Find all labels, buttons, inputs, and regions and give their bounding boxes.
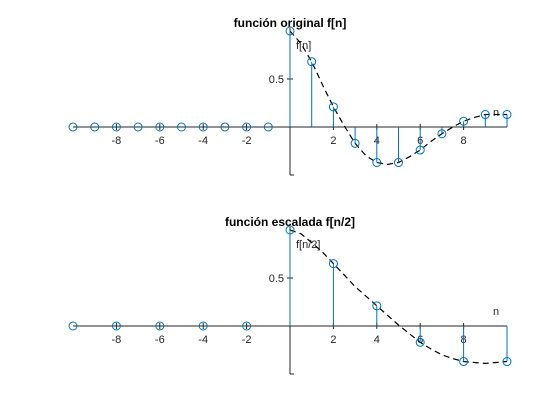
- x-tick-label: -8: [112, 135, 122, 147]
- x-tick-label: -8: [112, 334, 122, 346]
- dashed-envelope-line: [289, 229, 508, 365]
- x-tick-label: -6: [155, 135, 165, 147]
- stem-marker: [242, 321, 252, 331]
- stem-marker: [307, 57, 317, 67]
- stem-marker: [459, 357, 469, 367]
- stem-marker: [220, 122, 230, 132]
- stem-marker: [437, 129, 447, 139]
- stem-marker: [394, 158, 403, 168]
- stem-marker: [415, 145, 425, 155]
- stem-marker: [242, 122, 252, 132]
- y-tick-label: 0.5: [269, 273, 284, 285]
- plot-scaled: función escalada f[n/2] f[n/2] n -8 -6 -4 -…: [68, 215, 512, 375]
- x-tick-label: -2: [242, 135, 252, 147]
- stem-marker: [90, 122, 100, 132]
- stem-marker: [285, 26, 295, 36]
- stem-marker: [177, 122, 186, 132]
- stem-marker: [328, 102, 338, 112]
- chart-title: función escalada f[n/2]: [225, 215, 355, 229]
- stem-marker: [328, 259, 338, 269]
- stem-marker: [68, 122, 78, 132]
- x-axis-label: n: [493, 306, 499, 318]
- x-tick-label: 2: [330, 334, 336, 346]
- stem-marker: [285, 225, 295, 235]
- y-axis-label: f[n/2]: [296, 239, 320, 251]
- stem-marker: [480, 110, 490, 120]
- stem-marker: [372, 301, 382, 311]
- x-tick-label: 8: [461, 135, 467, 147]
- plot-original: función original f[n] f[n] n -8-6-4-2246…: [68, 16, 512, 176]
- x-tick-label: -6: [155, 334, 165, 346]
- stem-marker: [198, 122, 208, 132]
- chart-title: función original f[n]: [234, 16, 347, 30]
- x-tick-label: -4: [198, 334, 208, 346]
- y-tick-label: 0.5: [269, 74, 284, 86]
- stem-marker: [133, 122, 143, 132]
- stem-marker: [68, 321, 78, 331]
- stem-marker: [350, 138, 360, 148]
- x-tick-label: 2: [330, 135, 336, 147]
- stem-marker: [111, 321, 121, 331]
- stem-marker: [459, 116, 469, 126]
- x-tick-label: -2: [242, 334, 252, 346]
- stem-marker: [155, 122, 165, 132]
- stem-marker: [372, 158, 382, 168]
- x-tick-label: -4: [198, 135, 208, 147]
- stem-marker: [502, 110, 512, 120]
- x-tick-label: 4: [374, 334, 380, 346]
- y-axis-label: f[n]: [296, 40, 311, 52]
- stem-marker: [502, 357, 512, 367]
- stem-marker: [415, 337, 425, 347]
- x-axis-label: n: [493, 107, 499, 119]
- stem-marker: [263, 122, 273, 132]
- stem-marker: [111, 122, 121, 132]
- stem-marker: [198, 321, 208, 331]
- stem-marker: [155, 321, 165, 331]
